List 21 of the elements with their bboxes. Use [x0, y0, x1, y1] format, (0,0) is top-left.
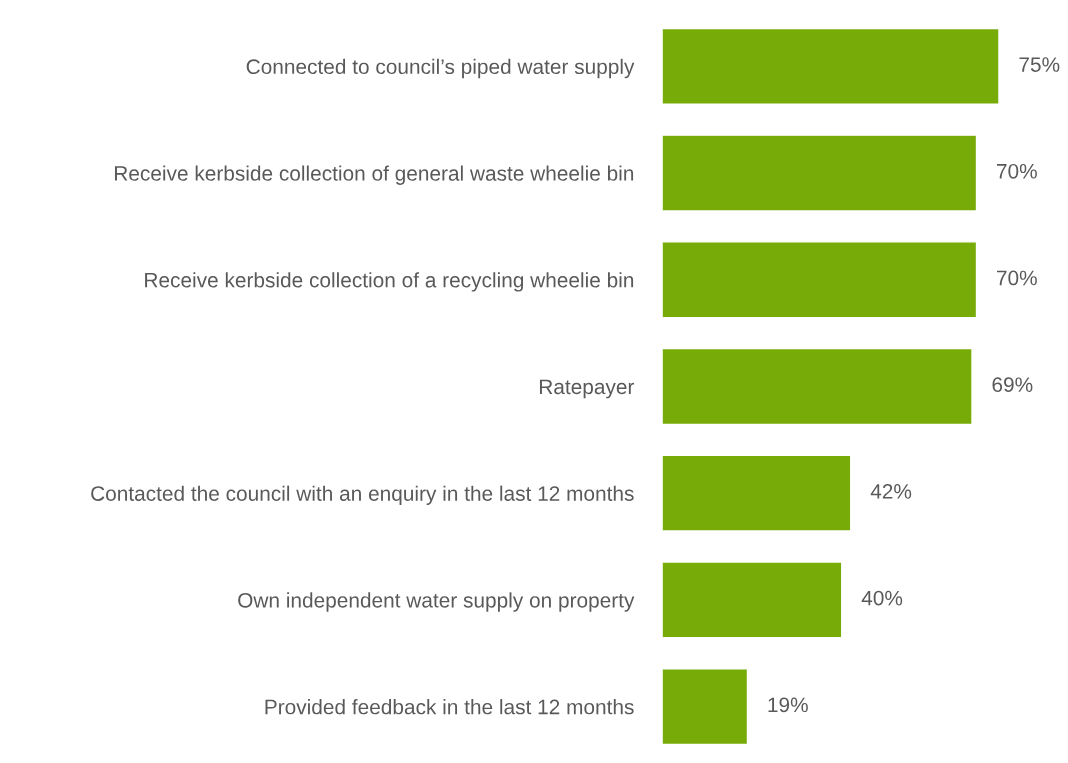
bar [662, 454, 852, 532]
data-label: 69% [992, 377, 1033, 393]
y-tick-label: Contacted the council with an enquiry in the last 12 months [91, 485, 634, 506]
data-label: 75% [1019, 57, 1060, 72]
y-tick-label: Ratepayer [539, 379, 635, 399]
bar [662, 27, 1000, 105]
data-label: 70% [997, 270, 1037, 286]
y-tick-label: Connected to council’s piped water supply [246, 58, 635, 79]
data-label: 19% [768, 697, 808, 713]
data-label: 40% [861, 590, 903, 606]
y-tick-label: Receive kerbside collection of a recycling wheelie bin [145, 272, 634, 292]
bar [662, 134, 978, 212]
y-tick-label: Own independent water supply on property [238, 592, 635, 612]
bar [662, 561, 843, 639]
bar [662, 347, 973, 426]
data-label: 42% [870, 484, 912, 499]
data-label: 70% [997, 163, 1037, 179]
bar [662, 241, 978, 319]
y-tick-label: Provided feedback in the last 12 months [265, 699, 634, 715]
bar [662, 668, 749, 746]
y-tick-label: Receive kerbside collection of general waste wheelie bin [114, 165, 634, 185]
